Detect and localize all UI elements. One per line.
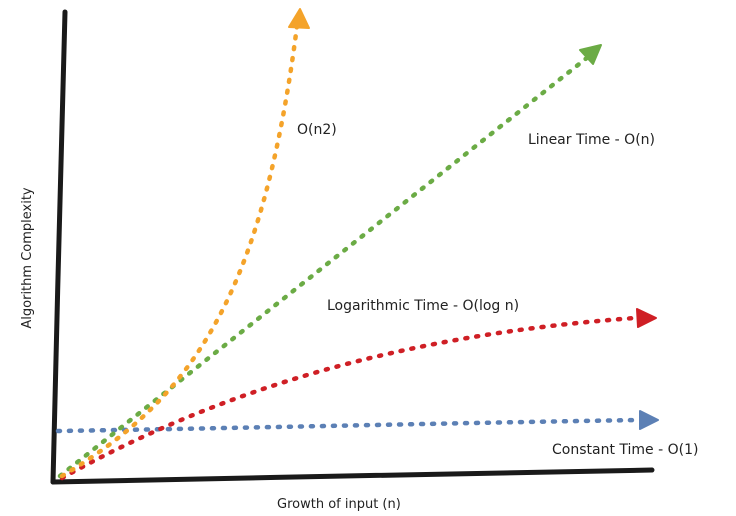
constant-time-arrowhead xyxy=(639,410,659,430)
constant-time-curve xyxy=(55,417,643,434)
x-axis-line xyxy=(50,467,655,485)
logarithmic-time-arrowhead xyxy=(636,308,657,328)
quadratic-time-curve xyxy=(59,23,300,479)
quadratic-time-arrowhead xyxy=(288,8,310,29)
logarithmic-time-curve xyxy=(59,315,638,481)
constant-time-label: Constant Time - O(1) xyxy=(552,442,698,458)
quadratic-time-label: O(n2) xyxy=(297,122,337,138)
y-axis-label: Algorithm Complexity xyxy=(20,187,35,329)
logarithmic-time-label: Logarithmic Time - O(log n) xyxy=(327,298,519,314)
y-axis-line xyxy=(50,9,68,485)
linear-time-arrowhead xyxy=(579,44,602,65)
linear-time-curve xyxy=(57,54,591,479)
linear-time-label: Linear Time - O(n) xyxy=(528,132,655,148)
x-axis-label: Growth of input (n) xyxy=(277,497,401,512)
